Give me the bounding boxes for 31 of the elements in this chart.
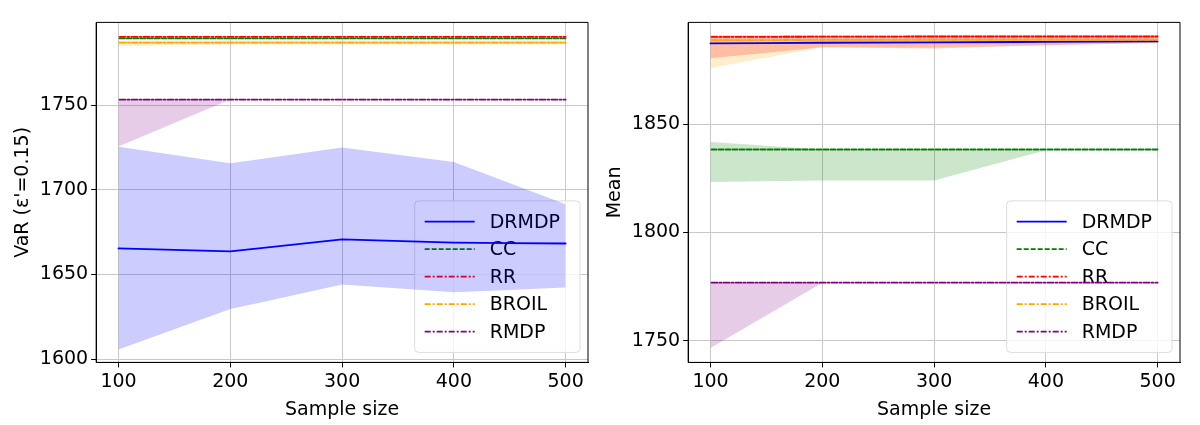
y-axis-title: VaR (ε'=0.15)	[10, 126, 33, 258]
x-tick-label: 200	[804, 368, 841, 391]
x-tick-label: 400	[435, 368, 472, 391]
legend-label: RMDP	[489, 319, 546, 342]
y-tick-label: 1800	[631, 219, 681, 242]
x-tick-label: 400	[1027, 368, 1064, 391]
y-tick-label: 1750	[39, 92, 89, 115]
y-tick-label: 1600	[39, 345, 89, 368]
y-tick-label: 1650	[39, 261, 89, 284]
x-axis-title: Sample size	[877, 396, 992, 419]
x-tick-label: 200	[212, 368, 249, 391]
legend-label: BROIL	[489, 292, 548, 315]
legend-label: RR	[1081, 264, 1109, 287]
x-axis-title: Sample size	[285, 396, 400, 419]
x-tick-label: 100	[692, 368, 729, 391]
x-tick-label: 500	[1139, 368, 1176, 391]
y-tick-label: 1850	[631, 111, 681, 134]
legend-label: BROIL	[1081, 292, 1140, 315]
legend-label: CC	[489, 237, 517, 260]
x-tick-label: 300	[323, 368, 361, 391]
y-tick-label: 1700	[39, 176, 89, 199]
legend-label: DRMDP	[489, 209, 561, 232]
legend-label: RMDP	[1081, 319, 1138, 342]
legend-label: CC	[1081, 237, 1109, 260]
legend-label: DRMDP	[1081, 209, 1153, 232]
y-axis-title: Mean	[602, 166, 625, 219]
x-tick-label: 500	[547, 368, 584, 391]
x-tick-label: 300	[915, 368, 953, 391]
legend-label: RR	[489, 264, 517, 287]
y-tick-label: 1750	[631, 327, 681, 350]
x-tick-label: 100	[100, 368, 137, 391]
